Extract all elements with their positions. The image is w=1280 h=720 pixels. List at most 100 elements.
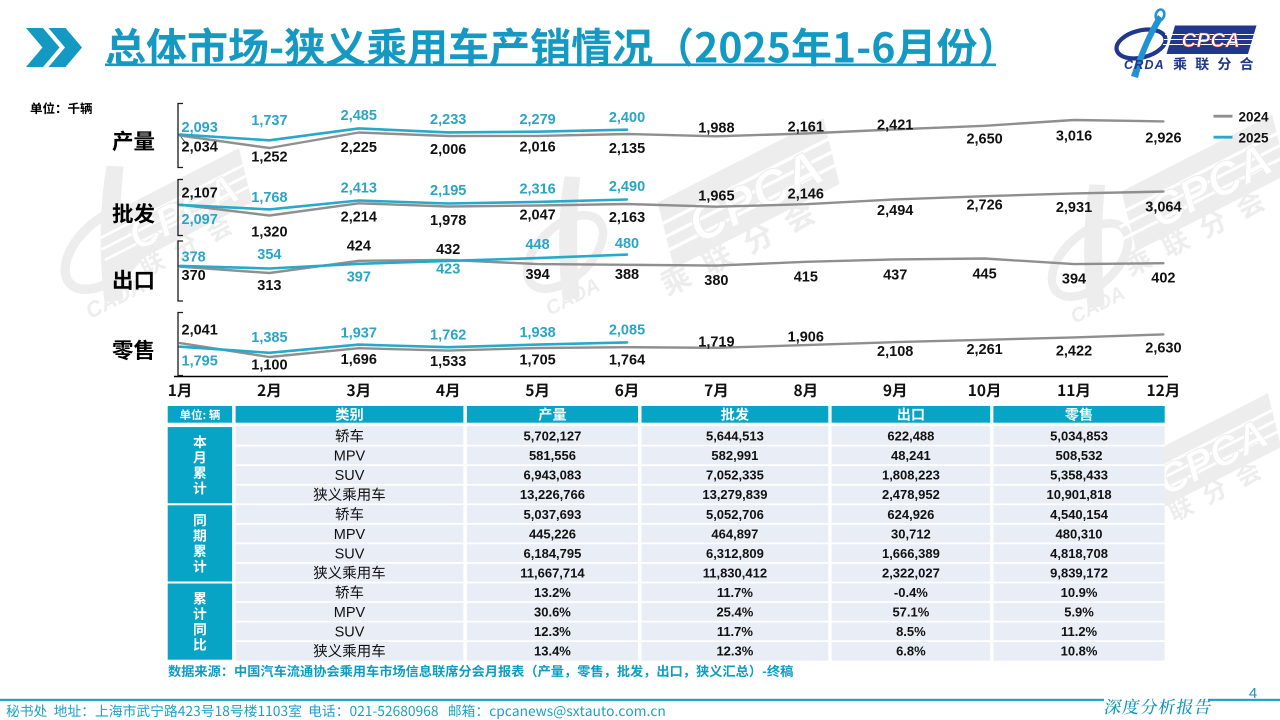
svg-text:313: 313 (257, 278, 281, 294)
svg-text:5,034,853: 5,034,853 (1050, 429, 1108, 444)
svg-text:7,052,335: 7,052,335 (706, 468, 764, 483)
svg-text:2,016: 2,016 (519, 139, 555, 155)
svg-text:397: 397 (347, 270, 371, 286)
svg-text:2,097: 2,097 (182, 212, 218, 228)
svg-text:2,413: 2,413 (341, 181, 377, 197)
svg-text:380: 380 (704, 273, 728, 289)
svg-text:1,320: 1,320 (251, 224, 287, 240)
svg-text:394: 394 (1062, 272, 1086, 288)
svg-text:4,818,708: 4,818,708 (1050, 546, 1108, 561)
svg-text:378: 378 (182, 249, 206, 265)
svg-text:30,712: 30,712 (891, 526, 931, 541)
svg-text:1,965: 1,965 (698, 189, 734, 205)
svg-text:2,630: 2,630 (1145, 341, 1181, 357)
svg-text:6,312,809: 6,312,809 (706, 546, 764, 561)
svg-text:354: 354 (257, 247, 281, 263)
svg-text:2,034: 2,034 (182, 140, 218, 156)
svg-text:2,163: 2,163 (609, 210, 645, 226)
svg-text:-0.4%: -0.4% (894, 585, 928, 600)
svg-text:2,261: 2,261 (966, 342, 1002, 358)
svg-text:6,184,795: 6,184,795 (524, 546, 582, 561)
svg-text:423: 423 (436, 261, 460, 277)
svg-text:57.1%: 57.1% (892, 605, 929, 620)
svg-text:13.4%: 13.4% (534, 644, 571, 659)
svg-text:1,978: 1,978 (430, 213, 466, 229)
svg-text:13,226,766: 13,226,766 (520, 487, 585, 502)
svg-text:2,041: 2,041 (182, 322, 218, 338)
svg-text:5,037,693: 5,037,693 (524, 507, 582, 522)
svg-text:2,931: 2,931 (1056, 200, 1092, 216)
svg-text:1,764: 1,764 (609, 353, 645, 369)
svg-text:13,279,839: 13,279,839 (702, 487, 767, 502)
svg-text:2,146: 2,146 (788, 187, 824, 203)
svg-text:12.3%: 12.3% (534, 624, 571, 639)
svg-text:581,556: 581,556 (529, 448, 576, 463)
svg-text:1,100: 1,100 (251, 358, 287, 374)
svg-text:6.8%: 6.8% (896, 644, 926, 659)
svg-text:445,226: 445,226 (529, 526, 576, 541)
svg-text:25.4%: 25.4% (716, 605, 753, 620)
svg-text:1,696: 1,696 (341, 352, 377, 368)
svg-text:1,719: 1,719 (698, 335, 734, 351)
svg-text:2,279: 2,279 (519, 112, 555, 128)
svg-text:13.2%: 13.2% (534, 585, 571, 600)
svg-text:2,478,952: 2,478,952 (882, 487, 940, 502)
svg-text:415: 415 (794, 270, 818, 286)
svg-text:3,064: 3,064 (1145, 200, 1181, 216)
svg-text:30.6%: 30.6% (534, 605, 571, 620)
svg-text:1,795: 1,795 (182, 354, 218, 370)
svg-text:CRDA: CRDA (1124, 58, 1165, 72)
svg-text:2,161: 2,161 (788, 120, 824, 136)
svg-text:2,047: 2,047 (519, 208, 555, 224)
svg-text:432: 432 (436, 242, 460, 258)
svg-text:480: 480 (615, 236, 639, 252)
svg-text:SUV: SUV (335, 546, 365, 562)
svg-text:2,107: 2,107 (182, 186, 218, 202)
svg-text:1,988: 1,988 (698, 121, 734, 137)
svg-text:11,830,412: 11,830,412 (703, 565, 767, 580)
svg-text:6,943,083: 6,943,083 (524, 468, 582, 483)
svg-text:480,310: 480,310 (1056, 526, 1103, 541)
svg-text:10.8%: 10.8% (1061, 644, 1098, 659)
svg-text:11.7%: 11.7% (717, 624, 754, 639)
svg-text:8.5%: 8.5% (896, 624, 926, 639)
svg-text:2,400: 2,400 (609, 110, 645, 126)
svg-text:2,650: 2,650 (966, 132, 1002, 148)
svg-text:1,937: 1,937 (341, 326, 377, 342)
svg-text:MPV: MPV (334, 605, 366, 621)
svg-text:1,705: 1,705 (519, 353, 555, 369)
svg-text:448: 448 (525, 237, 549, 253)
svg-text:582,991: 582,991 (711, 448, 758, 463)
svg-text:1,906: 1,906 (788, 330, 824, 346)
svg-text:1,768: 1,768 (251, 190, 287, 206)
svg-text:394: 394 (525, 267, 549, 283)
svg-text:5,052,706: 5,052,706 (706, 507, 764, 522)
svg-text:402: 402 (1151, 271, 1175, 287)
svg-text:2,225: 2,225 (341, 140, 377, 156)
svg-text:464,897: 464,897 (711, 526, 758, 541)
svg-text:CPCA: CPCA (1182, 30, 1241, 52)
svg-text:1,385: 1,385 (251, 330, 287, 346)
svg-text:2,214: 2,214 (341, 209, 377, 225)
svg-text:1,533: 1,533 (430, 354, 466, 370)
svg-text:2,490: 2,490 (609, 179, 645, 195)
svg-text:4: 4 (1249, 685, 1257, 702)
svg-text:624,926: 624,926 (887, 507, 934, 522)
svg-text:424: 424 (347, 239, 371, 255)
svg-text:2,108: 2,108 (877, 344, 913, 360)
svg-text:2,316: 2,316 (519, 182, 555, 198)
svg-text:48,241: 48,241 (891, 448, 931, 463)
svg-text:2,135: 2,135 (609, 141, 645, 157)
svg-text:622,488: 622,488 (887, 429, 934, 444)
svg-text:2,421: 2,421 (877, 118, 913, 134)
svg-text:2024: 2024 (1239, 109, 1270, 124)
svg-text:9,839,172: 9,839,172 (1050, 565, 1108, 580)
svg-text:437: 437 (883, 268, 907, 284)
svg-text:4,540,154: 4,540,154 (1050, 507, 1109, 522)
svg-text:388: 388 (615, 267, 639, 283)
svg-text:2,233: 2,233 (430, 112, 466, 128)
svg-text:10,901,818: 10,901,818 (1047, 487, 1112, 502)
svg-text:2,726: 2,726 (966, 198, 1002, 214)
svg-text:SUV: SUV (335, 468, 365, 484)
svg-text:2,093: 2,093 (182, 120, 218, 136)
